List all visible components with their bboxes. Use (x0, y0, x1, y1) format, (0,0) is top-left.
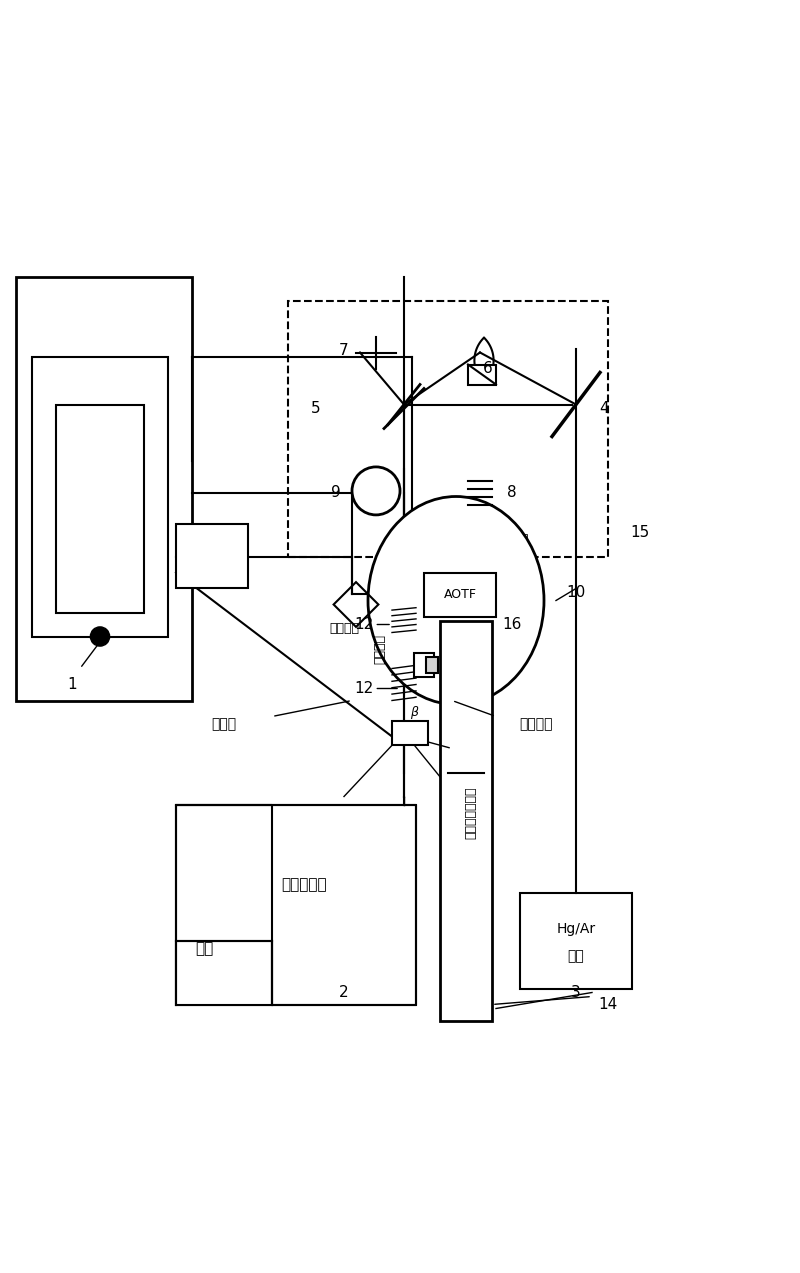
Text: 6: 6 (483, 362, 493, 376)
Text: 光源: 光源 (568, 950, 584, 964)
Bar (16, 276, 192, 700)
Text: 10: 10 (566, 586, 586, 600)
Text: 光源: 光源 (195, 941, 213, 956)
Bar (520, 892, 632, 989)
Bar (414, 653, 434, 676)
Text: Hg/Ar: Hg/Ar (557, 922, 595, 936)
Bar (176, 524, 248, 588)
Bar (176, 805, 416, 1004)
Text: 1: 1 (67, 677, 77, 693)
Text: 光路部分: 光路部分 (495, 533, 529, 547)
Text: 11: 11 (202, 549, 222, 564)
Bar (426, 657, 438, 672)
Text: 8: 8 (507, 485, 517, 500)
Text: 3: 3 (571, 985, 581, 1001)
Text: 光栅单色仪: 光栅单色仪 (281, 877, 327, 892)
Text: 2: 2 (339, 985, 349, 1001)
Text: 16: 16 (502, 617, 522, 631)
Bar (176, 941, 272, 1004)
Text: 12: 12 (354, 617, 374, 631)
Bar (468, 364, 496, 384)
Bar (288, 300, 608, 556)
Text: 步进电机: 步进电机 (329, 622, 359, 635)
Bar (440, 620, 492, 1021)
Text: 衍射光: 衍射光 (211, 718, 237, 732)
Bar (56, 405, 144, 612)
Text: β: β (410, 707, 418, 719)
Bar (32, 356, 168, 636)
Text: 9: 9 (331, 485, 341, 500)
Ellipse shape (368, 496, 544, 704)
Text: 步进电机: 步进电机 (374, 634, 386, 663)
Bar (424, 573, 496, 616)
Text: 12: 12 (354, 681, 374, 696)
Circle shape (90, 626, 110, 647)
Text: 非衍射光: 非衍射光 (519, 718, 553, 732)
Bar (392, 721, 428, 745)
Text: 15: 15 (630, 524, 650, 540)
Text: 7: 7 (339, 342, 349, 358)
Text: 4: 4 (599, 401, 609, 416)
Text: AOTF: AOTF (443, 588, 477, 601)
Text: 14: 14 (598, 997, 618, 1012)
Text: 精密电控平移轨: 精密电控平移轨 (464, 787, 477, 839)
Text: 5: 5 (311, 401, 321, 416)
Text: 13: 13 (454, 745, 474, 760)
